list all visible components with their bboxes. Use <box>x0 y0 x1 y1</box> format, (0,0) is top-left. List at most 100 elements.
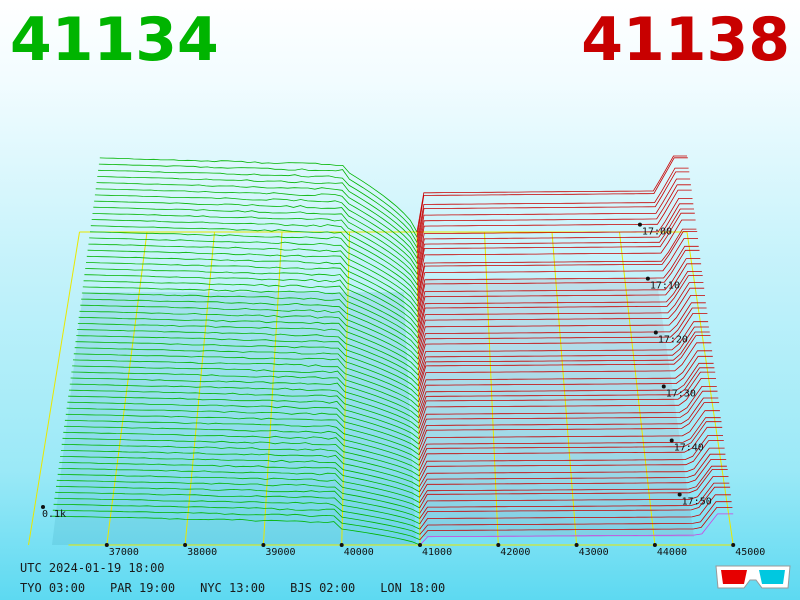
ask-depth-curve-46 <box>418 435 723 477</box>
ask-depth-curve-5 <box>416 184 691 259</box>
ask-depth-curve-47 <box>419 440 724 482</box>
price-tick-dot-37000 <box>104 543 109 547</box>
ask-depth-curve-44 <box>418 421 722 466</box>
time-tick-label-2: 17:20 <box>658 335 688 346</box>
bid-depth-curve-13 <box>89 237 419 302</box>
ask-depth-curve-7 <box>417 197 693 270</box>
ask-depth-curve-58 <box>419 506 733 540</box>
bid-depth-curve-3 <box>97 176 418 249</box>
ask-depth-curve-6 <box>416 189 692 264</box>
bid-depth-curve-7 <box>94 200 418 270</box>
ask-depth-curve-23 <box>417 294 705 355</box>
bid-depth-curve-47 <box>61 443 420 482</box>
timezone-clocks: TYO 03:00 PAR 19:00 NYC 13:00 BJS 02:00 LON … <box>20 581 470 595</box>
price-tick-label-43000: 43000 <box>579 547 609 558</box>
ask-depth-curve-18 <box>417 263 702 328</box>
bid-depth-curve-51 <box>58 468 420 503</box>
time-tick-dot-1 <box>645 276 650 281</box>
bid-depth-curve-27 <box>77 323 419 376</box>
ask-depth-curve-21 <box>417 282 704 344</box>
bid-depth-curve-14 <box>88 243 419 307</box>
axis-labels: 37000 38000 39000 40000 41000 42000 43000 44000… <box>41 222 765 558</box>
ask-depth-shade <box>417 278 695 537</box>
bid-depth-curve-57 <box>53 503 421 535</box>
ask-depth-curve-35 <box>418 367 715 418</box>
price-tick-dot-38000 <box>183 543 188 547</box>
bid-depth-curve-56 <box>54 497 420 530</box>
ask-depth-curve-56 <box>419 494 731 530</box>
price-tick-dot-43000 <box>574 543 579 547</box>
bid-depth-curve-35 <box>71 371 420 419</box>
utc-datetime: 2024-01-19 18:00 <box>48 561 165 575</box>
price-tick-label-37000: 37000 <box>109 547 139 558</box>
bid-depth-curve-18 <box>85 268 419 328</box>
price-tick-label-39000: 39000 <box>265 547 295 558</box>
price-tick-label-42000: 42000 <box>500 547 530 558</box>
time-tick-dot-2 <box>653 330 658 335</box>
ask-depth-curve-19 <box>417 270 702 333</box>
bid-depth-curve-19 <box>84 274 419 334</box>
ask-depth-curve-29 <box>418 331 710 386</box>
timezone-lon: LON 18:00 <box>380 581 446 595</box>
ask-depth-curve-12 <box>417 228 697 296</box>
bid-depth-curve-28 <box>77 329 419 381</box>
ask-depth-curve-30 <box>418 335 711 392</box>
bid-depth-curve-0 <box>99 157 418 233</box>
price-tick-dot-45000 <box>731 543 736 547</box>
ask-depth-curve-11 <box>417 219 696 291</box>
time-tick-dot-5 <box>677 492 682 497</box>
timezone-par: PAR 19:00 <box>110 581 176 595</box>
ask-depth-curve-2 <box>416 167 689 243</box>
bid-depth-curve-5 <box>95 188 418 259</box>
bid-depth-curve-40 <box>67 401 420 445</box>
ask-depth-curve-37 <box>418 377 716 429</box>
bid-depth-curve-21 <box>82 286 419 344</box>
ask-depth-curve-25 <box>417 307 707 365</box>
price-tick-dot-44000 <box>652 543 657 547</box>
bid-depth-curve-24 <box>80 304 419 360</box>
bid-depth-curve-49 <box>60 456 420 493</box>
price-tick-dot-42000 <box>496 543 501 547</box>
bid-depth-curve-36 <box>70 377 420 424</box>
bid-depth-curve-43 <box>64 419 420 461</box>
ask-depth-curve-10 <box>417 212 695 286</box>
ask-depth-curve-17 <box>417 258 701 323</box>
bid-depth-curve-42 <box>65 413 420 456</box>
ask-depth-curve-59 <box>419 513 734 546</box>
bid-depth-curve-54 <box>55 485 420 519</box>
bid-depth-curve-58 <box>52 509 421 541</box>
time-tick-label-1: 17:10 <box>650 281 680 292</box>
price-tick-label-40000: 40000 <box>344 547 374 558</box>
price-gridline-43000 <box>551 231 578 546</box>
bid-depth-curve-9 <box>92 213 418 280</box>
price-gridline-39000 <box>262 231 283 546</box>
bid-depth-curve-17 <box>85 262 419 323</box>
price-tick-dot-39000 <box>261 543 266 547</box>
time-tick-label-4: 17:40 <box>674 443 704 454</box>
bid-depth-curve-34 <box>72 365 419 413</box>
bid-depth-curve-33 <box>72 359 419 408</box>
ask-depth-curve-53 <box>419 475 729 514</box>
ask-depth-curve-45 <box>418 426 723 471</box>
price-tick-dot-40000 <box>339 543 344 547</box>
3d-glasses-icon[interactable] <box>714 560 792 594</box>
ask-depth-curve-28 <box>418 326 709 381</box>
bid-depth-curve-20 <box>83 280 419 339</box>
bid-depth-curve-26 <box>78 316 419 371</box>
time-tick-label-0: 17:00 <box>642 227 672 238</box>
timezone-tyo: TYO 03:00 <box>20 581 86 595</box>
ask-depth-curve-43 <box>418 417 721 461</box>
bid-depth-curve-44 <box>64 425 420 466</box>
ask-depth-curve-34 <box>418 362 714 413</box>
price-gridline-36000 <box>28 231 80 546</box>
bid-depth-curve-30 <box>75 341 419 392</box>
ask-depth-curve-22 <box>417 287 705 349</box>
ask-depth-curve-33 <box>418 355 713 408</box>
ask-depth-curve-55 <box>419 486 731 525</box>
price-tick-label-38000: 38000 <box>187 547 217 558</box>
ask-depth-curve-0 <box>416 155 687 233</box>
bid-depth-curve-2 <box>98 169 418 243</box>
bid-depth-curve-4 <box>96 182 418 254</box>
ask-depth-curve-13 <box>417 231 698 302</box>
